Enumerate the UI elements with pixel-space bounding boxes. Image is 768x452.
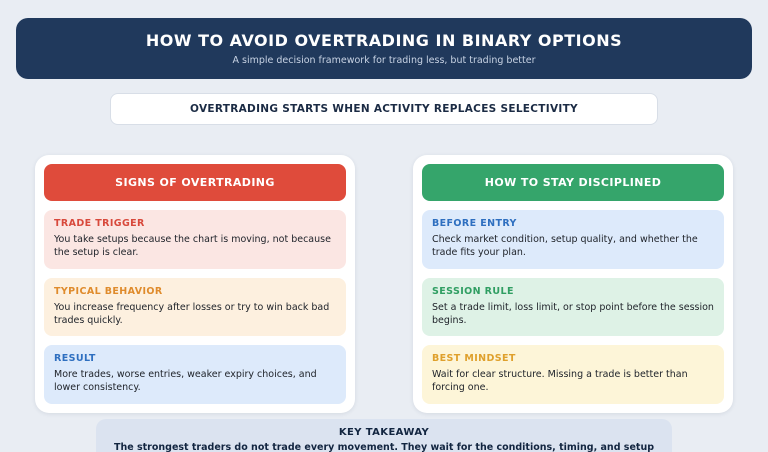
item-label: SESSION RULE [432,285,514,297]
item-label: TYPICAL BEHAVIOR [54,285,163,297]
page-subtitle: A simple decision framework for trading … [232,55,536,66]
item-result: RESULT More trades, worse entries, weake… [44,345,346,404]
item-label: BEST MINDSET [432,353,516,365]
signs-card-header: SIGNS OF OVERTRADING [44,164,346,201]
item-text: You take setups because the chart is mov… [54,234,331,259]
item-label: TRADE TRIGGER [54,218,145,229]
statement-banner: OVERTRADING STARTS WHEN ACTIVITY REPLACE… [110,93,658,125]
statement-text: OVERTRADING STARTS WHEN ACTIVITY REPLACE… [190,103,578,115]
item-session-rule: SESSION RULE Set a trade limit, loss lim… [422,277,724,337]
header-banner: HOW TO AVOID OVERTRADING IN BINARY OPTIO… [16,18,752,79]
item-label: RESULT [54,353,96,365]
takeaway-text: The strongest traders do not trade every… [113,441,655,452]
key-takeaway-banner: KEY TAKEAWAY The strongest traders do no… [96,418,672,452]
takeaway-title: KEY TAKEAWAY [338,426,430,438]
item-text: Wait for clear structure. Missing a trad… [432,369,688,394]
signs-of-overtrading-card: SIGNS OF OVERTRADING TRADE TRIGGER You t… [35,155,355,413]
item-text: Check market condition, setup quality, a… [432,234,698,259]
item-typical-behavior: TYPICAL BEHAVIOR You increase frequency … [44,277,346,337]
discipline-card-header: HOW TO STAY DISCIPLINED [422,164,724,201]
item-best-mindset: BEST MINDSET Wait for clear structure. M… [422,345,724,404]
stay-disciplined-card: HOW TO STAY DISCIPLINED BEFORE ENTRY Che… [413,155,733,413]
item-before-entry: BEFORE ENTRY Check market condition, set… [422,210,724,269]
columns-container: SIGNS OF OVERTRADING TRADE TRIGGER You t… [0,155,768,413]
item-trade-trigger: TRADE TRIGGER You take setups because th… [44,210,346,269]
item-text: More trades, worse entries, weaker expir… [54,369,317,394]
item-text: Set a trade limit, loss limit, or stop p… [432,301,714,326]
item-label: BEFORE ENTRY [432,218,517,229]
item-text: You increase frequency after losses or t… [54,301,330,326]
page-title: HOW TO AVOID OVERTRADING IN BINARY OPTIO… [145,31,623,50]
